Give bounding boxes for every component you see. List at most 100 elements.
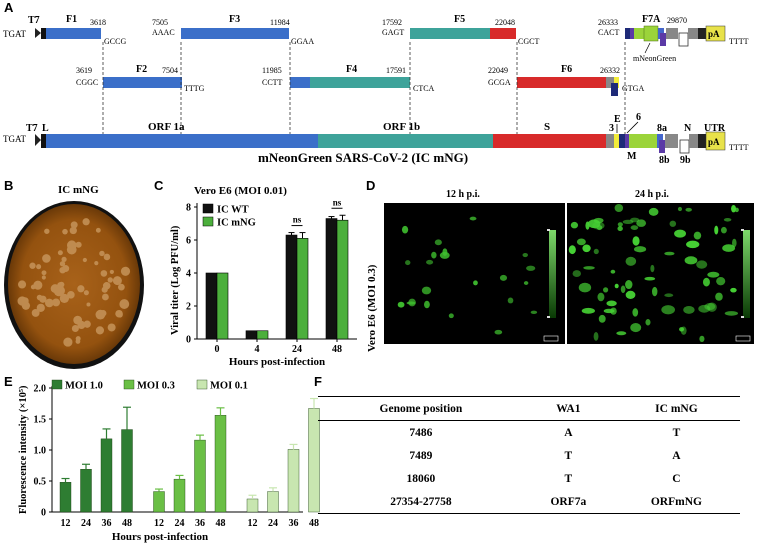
chart-e-y-tick-label: 1.0: [34, 446, 47, 457]
infected-cell: [696, 260, 708, 269]
f7a-start: 26333: [598, 18, 618, 27]
plaque: [120, 266, 131, 276]
infected-cell: [598, 314, 606, 323]
mng-pointer: [644, 42, 651, 54]
panel-label-c: C: [154, 178, 164, 193]
infected-cell: [714, 225, 719, 235]
plaque: [31, 308, 40, 317]
plaque: [118, 283, 125, 291]
infected-cell: [680, 326, 687, 335]
chart-e-bar: [100, 438, 113, 513]
fragment-f3: [181, 28, 289, 39]
infected-cell: [469, 216, 477, 221]
microscopy-panel: Vero E6 (MOI 0.3) 12 h p.i. 24 h p.i.: [366, 189, 754, 352]
infected-cell: [507, 297, 514, 304]
infected-cell: [570, 221, 579, 229]
table-cell: T: [564, 472, 573, 485]
fragment-f5: [410, 28, 490, 39]
infected-cell: [597, 292, 605, 302]
f5-tail: CGCT: [518, 37, 539, 46]
f4-end: 17591: [386, 66, 406, 75]
leader-block: [41, 28, 46, 39]
genome-m-label: M: [627, 151, 637, 162]
f2-end: 7504: [162, 66, 178, 75]
infected-cell: [625, 280, 633, 290]
infected-cell: [636, 219, 647, 227]
f3-head: AAAC: [152, 28, 175, 37]
plaque: [107, 323, 116, 332]
chart-e-bar: [121, 429, 133, 513]
genome-s: [493, 134, 606, 148]
f7a-m: [625, 28, 630, 39]
chart-e-bar: [59, 482, 72, 513]
infected-cell: [731, 204, 737, 213]
infected-cell: [582, 244, 591, 253]
f3-label: F3: [229, 14, 240, 25]
infected-cell: [620, 285, 626, 293]
mutation-table: Genome position WA1 IC mNG 7486 A T 7489…: [318, 396, 740, 514]
chart-e-bar: [267, 491, 279, 513]
scale-bar-12h: [543, 335, 559, 342]
cells-24h: [568, 203, 739, 342]
chart-e-legend-label: MOI 0.1: [210, 381, 248, 392]
infected-cell: [448, 313, 454, 319]
chart-e-bar: [287, 449, 300, 513]
table-row: 18060 T C: [318, 467, 740, 490]
chart-c-y-tick-label: 6: [186, 236, 191, 247]
infected-cell: [699, 335, 705, 342]
plaque: [70, 221, 78, 229]
infected-cell: [732, 238, 737, 248]
infected-cell: [426, 259, 434, 265]
infected-cell: [526, 265, 536, 271]
infected-cell: [724, 311, 739, 316]
infected-cell: [645, 319, 651, 326]
table-cell: 7489: [409, 449, 433, 462]
infected-cell: [568, 245, 576, 255]
fragment-f2: [103, 77, 182, 88]
table-row: 27354-27758 ORF7a ORFmNG: [318, 490, 740, 514]
plaque: [75, 241, 82, 248]
infected-cell: [522, 252, 528, 258]
chart-c-bar: [245, 330, 258, 340]
fragment-f6: [517, 77, 606, 88]
chart-c-legend-label: IC mNG: [217, 218, 256, 229]
genome-leader: [41, 134, 46, 148]
genome-tttt: TTTT: [729, 143, 749, 152]
table-cell: 18060: [406, 472, 436, 485]
f7a-gene: mNeonGreen: [633, 54, 676, 63]
chart-e-y-tick-label: 0: [41, 508, 46, 519]
infected-cell: [494, 329, 503, 335]
plate-agar: [8, 204, 140, 364]
plaque: [33, 280, 43, 290]
f7a-end: 29870: [667, 16, 687, 25]
chart-e-x-tick-label: 36: [102, 518, 112, 529]
plaque: [86, 302, 91, 307]
chart-c-legend-swatch: [202, 216, 214, 227]
f7a-8b: [660, 33, 666, 46]
plaque: [57, 250, 63, 256]
infected-cell: [730, 287, 737, 293]
infected-cell: [674, 229, 686, 238]
fragment-f6-3: [606, 77, 614, 88]
plaque: [75, 339, 81, 344]
plaque: [99, 310, 107, 317]
infected-cell: [661, 305, 676, 315]
f4-start: 11985: [262, 66, 282, 75]
chart-e-x-tick-label: 36: [289, 518, 299, 529]
genome-8b-label: 8b: [659, 155, 670, 166]
infected-cell: [397, 301, 405, 308]
f7a-mng: [643, 25, 659, 42]
infected-cell: [614, 283, 619, 289]
genome-utr: [698, 134, 706, 148]
infected-cell: [716, 276, 726, 286]
plaque: [77, 285, 85, 293]
genome-orf1b-label: ORF 1b: [383, 121, 420, 133]
intensity-scale-12h: [549, 230, 556, 318]
f2-head: CGGC: [76, 78, 98, 87]
table-cell: T: [564, 449, 573, 462]
t7-promoter-icon: [35, 28, 41, 38]
genome-pa-box: [705, 131, 726, 151]
header-wa1: WA1: [523, 396, 613, 421]
header-ic-mng: IC mNG: [612, 396, 740, 421]
table-row: 7489 T A: [318, 444, 740, 467]
